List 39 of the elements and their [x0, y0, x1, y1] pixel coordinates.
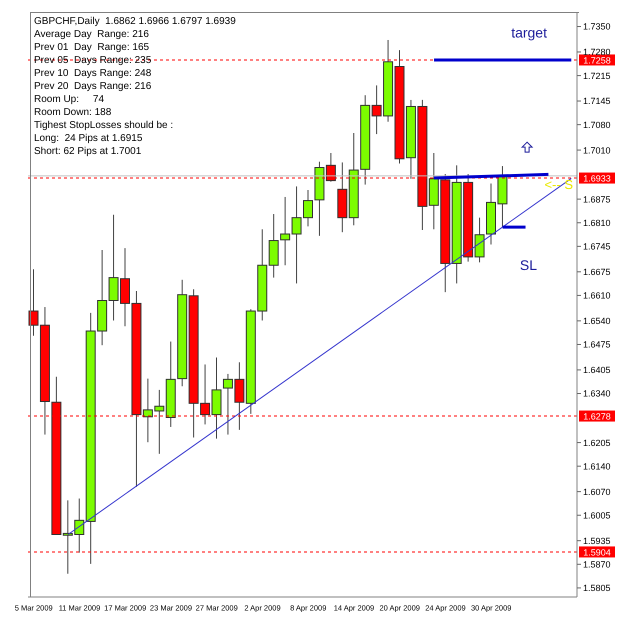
annotation: Prev 20 Days Range: 216 — [34, 80, 152, 93]
annotation: Long: 24 Pips at 1.6915 — [34, 132, 144, 145]
annotation: <-- S — [544, 177, 574, 192]
y-tick-label: 1.6745 — [583, 242, 611, 252]
ref-line-label: 1.6933 — [583, 174, 611, 184]
annotation: Average Day Range: 216 — [34, 28, 150, 41]
ref-line-label: 1.7258 — [583, 55, 611, 66]
chart-title: GBPCHF,Daily 1.6862 1.6966 1.6797 1.6939 — [34, 15, 236, 28]
y-tick-label: 1.6540 — [583, 316, 611, 326]
annotation: target — [511, 24, 548, 41]
annotation: Prev 10 Days Range: 248 — [34, 67, 152, 80]
annotation: Short: 62 Pips at 1.7001 — [34, 145, 142, 158]
y-tick-label: 1.6475 — [583, 340, 611, 350]
y-tick-label: 1.7080 — [583, 120, 611, 130]
y-tick-label: 1.6675 — [583, 266, 611, 277]
annotation: Room Up: 74 — [34, 93, 106, 106]
annotation: SL — [520, 257, 538, 274]
y-tick-label: 1.5935 — [583, 536, 611, 546]
y-tick-label: 1.6610 — [583, 290, 611, 301]
ref-line-label: 1.6278 — [583, 412, 611, 422]
ref-line-label: 1.5904 — [583, 547, 611, 558]
annotation: Room Down: 188 — [34, 106, 112, 119]
y-tick-label: 1.7145 — [583, 96, 611, 106]
y-tick-label: 1.5805 — [583, 583, 611, 594]
annotation: Prev 01 Day Range: 165 — [34, 41, 150, 54]
y-tick-label: 1.6340 — [583, 388, 611, 399]
annotation: Tighest StopLosses should be : — [34, 119, 174, 132]
annotation: Prev 05 Days Range: 235 — [34, 54, 152, 67]
y-tick-label: 1.6875 — [583, 194, 611, 204]
y-tick-label: 1.6005 — [583, 510, 611, 520]
y-tick-label: 1.7350 — [583, 22, 611, 32]
y-tick-label: 1.6405 — [583, 365, 611, 376]
y-tick-label: 1.7215 — [583, 70, 611, 81]
y-tick-label: 1.6140 — [583, 461, 611, 472]
y-tick-label: 1.5870 — [583, 559, 611, 570]
y-tick-label: 1.6205 — [583, 438, 611, 448]
y-tick-label: 1.7010 — [583, 145, 611, 156]
y-tick-label: 1.6810 — [583, 218, 611, 228]
y-tick-label: 1.6070 — [583, 486, 611, 497]
